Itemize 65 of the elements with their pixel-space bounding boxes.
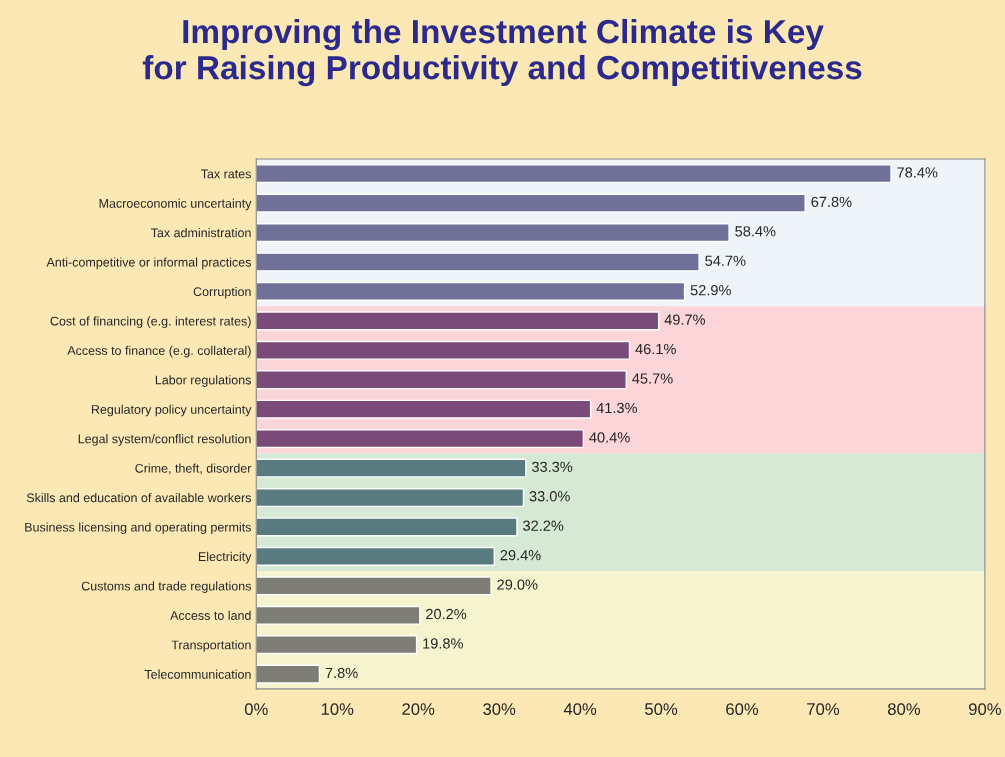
data-label: 78.4%: [897, 167, 938, 178]
y-tick-label: Telecommunication: [144, 669, 251, 679]
y-tick-label: Electricity: [198, 551, 252, 564]
bar: [256, 458, 527, 478]
y-tick-label: Skills and education of available workers: [26, 492, 251, 503]
y-tick-label: Macroeconomic uncertainty: [99, 198, 252, 211]
x-tick-label: 30%: [483, 703, 516, 715]
y-tick-label: Crime, theft, disorder: [135, 463, 252, 475]
x-tick-label: 70%: [807, 703, 840, 715]
data-label: 52.9%: [690, 285, 731, 296]
x-tick-label: 20%: [402, 703, 435, 715]
bar: [256, 164, 892, 184]
data-label: 33.3%: [531, 461, 573, 472]
y-tick-label: Anti-competitive or informal practices: [46, 257, 251, 270]
data-label: 19.8%: [423, 638, 463, 649]
y-tick-label: Customs and trade regulations: [81, 581, 251, 593]
bar: [256, 546, 495, 566]
y-tick-label: Corruption: [193, 286, 251, 299]
bar: [256, 399, 592, 419]
y-tick-label: Labor regulations: [155, 375, 251, 387]
x-tick-label: 10%: [321, 703, 354, 715]
bar: [256, 576, 492, 596]
bar: [256, 311, 660, 331]
y-tick-label: Tax rates: [200, 169, 251, 179]
data-label: 67.8%: [811, 196, 852, 208]
data-label: 41.3%: [596, 402, 638, 414]
data-label: 29.4%: [500, 549, 541, 561]
bar: [256, 252, 700, 272]
data-label: 20.2%: [426, 608, 467, 620]
y-tick-label: Access to finance (e.g. collateral): [67, 345, 251, 358]
x-tick-label: 60%: [726, 703, 759, 715]
x-tick-label: 80%: [887, 703, 921, 715]
bar: [256, 340, 631, 360]
bar: [256, 605, 421, 625]
data-label: 33.0%: [529, 491, 570, 502]
bar: [256, 664, 321, 684]
data-label: 7.8%: [325, 667, 358, 679]
data-label: 49.7%: [664, 314, 706, 325]
data-label: 29.0%: [497, 579, 538, 590]
bar: [256, 517, 518, 537]
x-tick-label: 50%: [645, 703, 678, 715]
data-label: 46.1%: [635, 343, 676, 355]
x-tick-label: 0%: [244, 703, 268, 715]
bar: [256, 635, 418, 655]
y-tick-label: Tax administration: [150, 228, 251, 238]
x-tick-label: 40%: [563, 703, 597, 715]
y-tick-label: Cost of financing (e.g. interest rates): [50, 316, 251, 329]
data-label: 40.4%: [589, 432, 630, 443]
bar: [256, 281, 686, 301]
bar: [256, 429, 585, 449]
y-tick-label: Transportation: [171, 640, 251, 652]
data-label: 45.7%: [632, 373, 673, 384]
y-tick-label: Business licensing and operating permits: [25, 522, 251, 535]
y-tick-label: Regulatory policy uncertainty: [91, 404, 252, 417]
y-tick-label: Access to land: [170, 610, 251, 620]
data-label: 32.2%: [523, 520, 564, 531]
chart-title: Improving the Investment Climate is Key for Raising Productivity and Competitiveness: [142, 18, 862, 87]
bar: [256, 223, 730, 243]
y-tick-label: Legal system/conflict resolution: [78, 434, 251, 446]
data-label: 54.7%: [705, 255, 746, 266]
bar: [256, 193, 806, 213]
bar: [256, 487, 525, 508]
data-label: 58.4%: [735, 226, 776, 237]
x-tick-label: 90%: [969, 703, 1001, 715]
bar: [256, 370, 627, 390]
